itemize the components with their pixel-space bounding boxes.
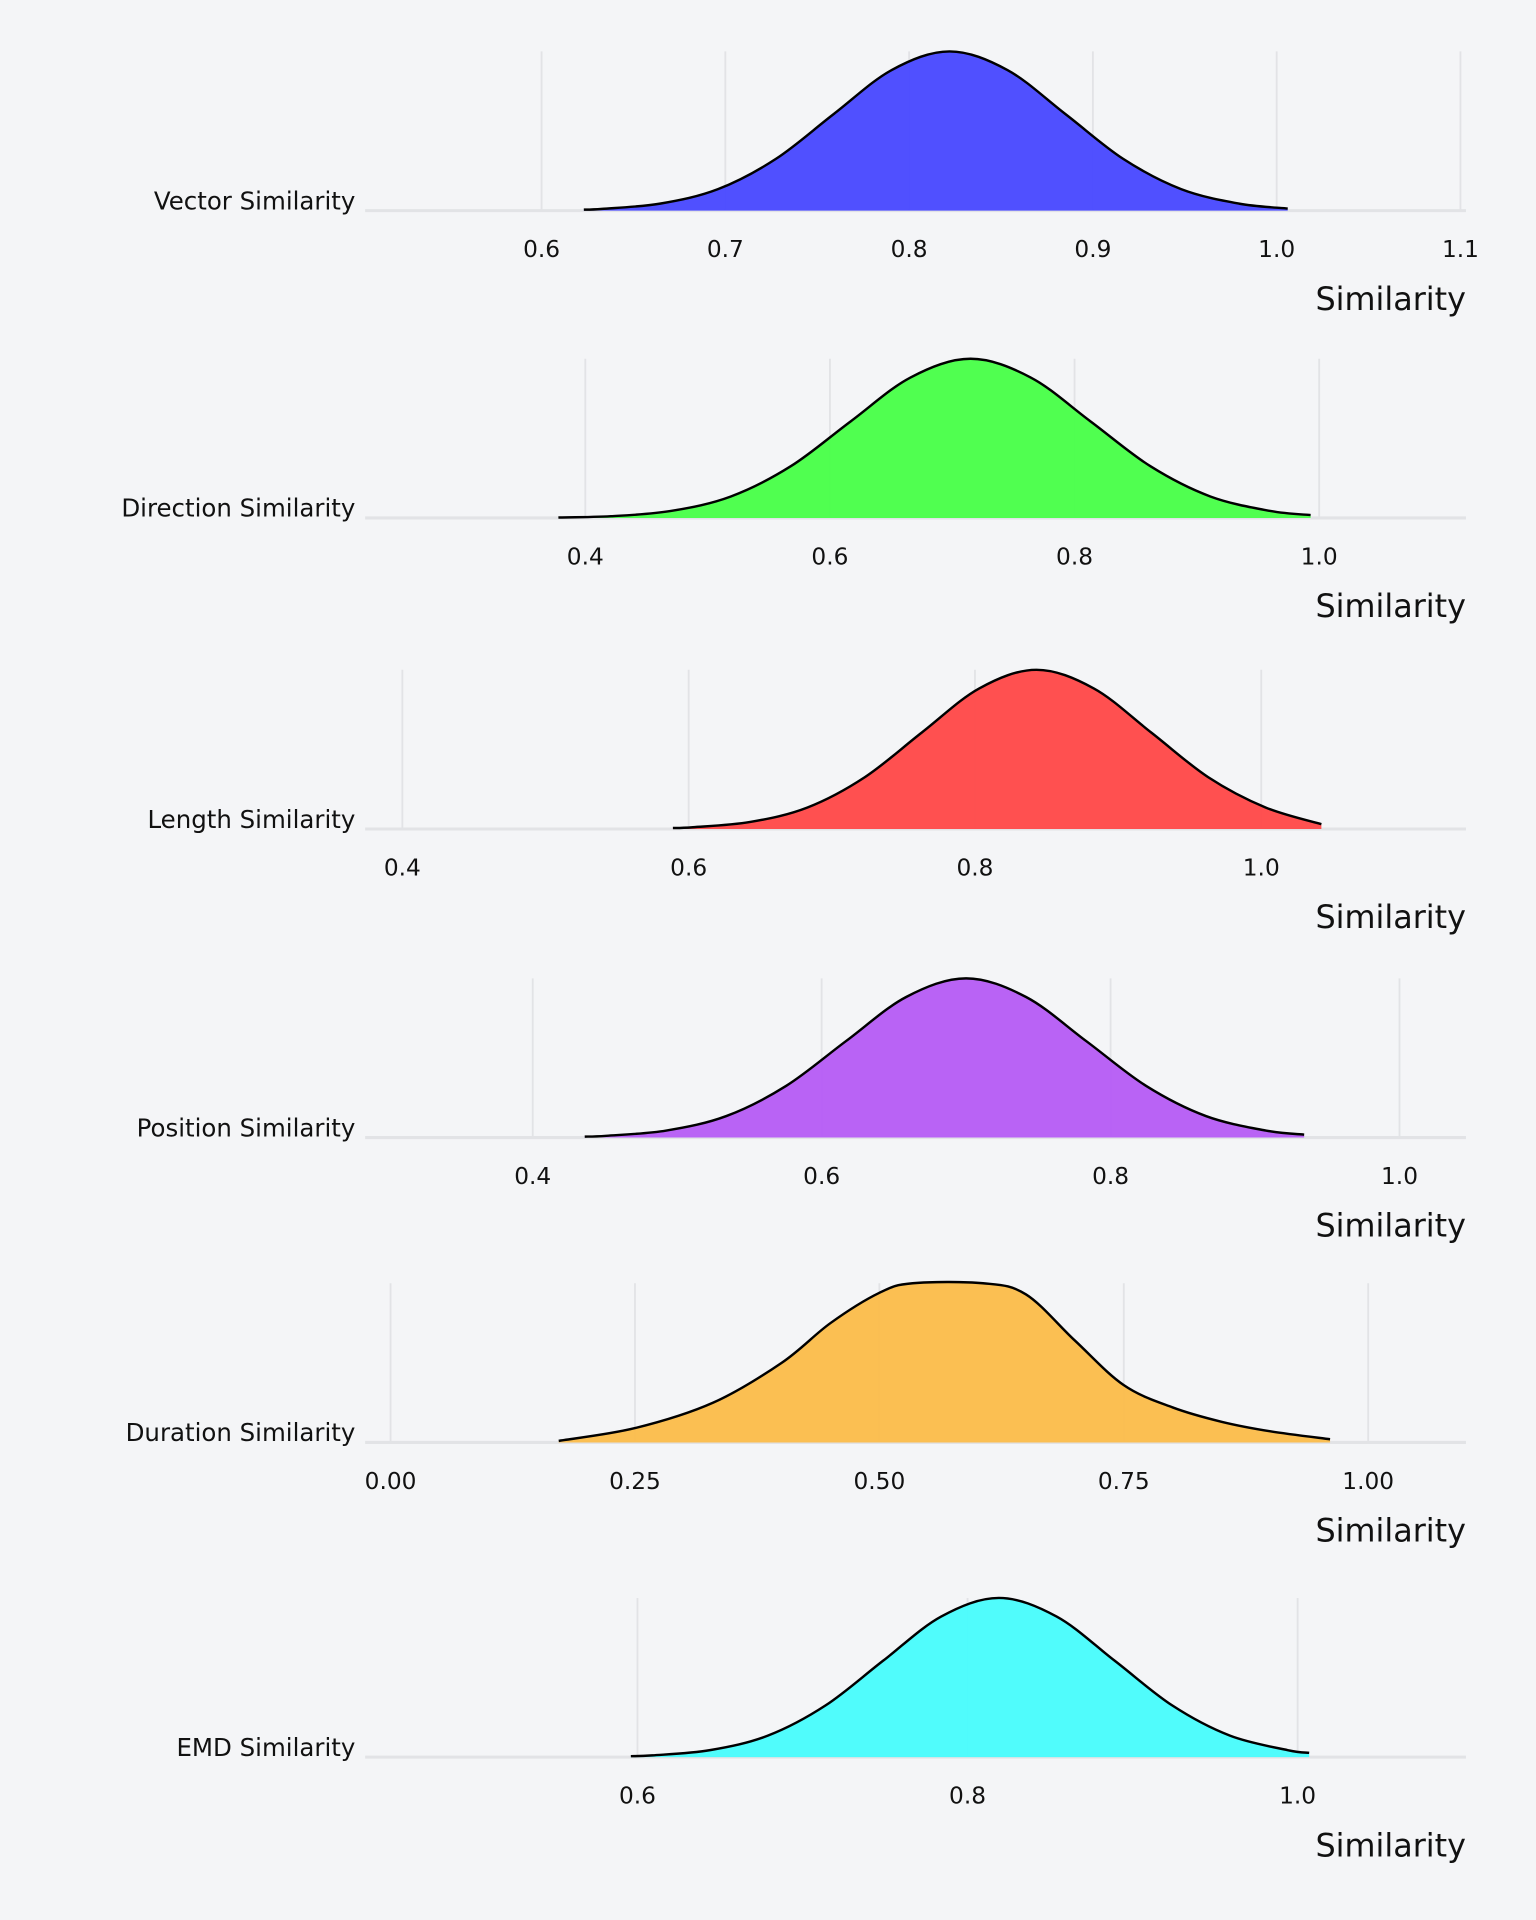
x-tick-label: 0.4 xyxy=(567,543,604,570)
density-line xyxy=(630,1596,1310,1758)
x-tick-label: 1.1 xyxy=(1442,236,1479,263)
density-line xyxy=(558,1280,1331,1443)
x-tick-label: 0.8 xyxy=(891,236,928,263)
density-line xyxy=(584,977,1305,1138)
x-tick-label: 0.8 xyxy=(1092,1163,1129,1190)
y-category-label: Length Similarity xyxy=(147,805,355,834)
y-category-label: Direction Similarity xyxy=(121,494,355,523)
density-area xyxy=(583,51,1288,211)
x-tick-label: 1.00 xyxy=(1342,1468,1394,1495)
density-area xyxy=(672,669,1322,829)
density-line xyxy=(583,50,1288,211)
y-category-label: Position Similarity xyxy=(137,1113,356,1142)
x-tick-label: 0.6 xyxy=(619,1783,656,1810)
x-tick-label: 1.0 xyxy=(1243,855,1280,882)
panel-length-similarity: 0.4 0.6 0.8 1.0 Length Similarity Similarity xyxy=(147,668,1466,936)
x-tick-label: 0.6 xyxy=(811,543,848,570)
x-tick-label: 0.00 xyxy=(365,1468,417,1495)
panel-duration-similarity: 0.00 0.25 0.50 0.75 1.00 Duration Similarity S… xyxy=(126,1280,1466,1550)
x-tick-label: 1.0 xyxy=(1258,236,1295,263)
x-tick-label: 0.50 xyxy=(853,1468,905,1495)
x-tick-label: 0.6 xyxy=(803,1163,840,1190)
x-tick-label: 0.7 xyxy=(707,236,744,263)
x-tick-label: 0.8 xyxy=(956,855,993,882)
panel-position-similarity: 0.4 0.6 0.8 1.0 Position Similarity Similarit… xyxy=(137,977,1466,1245)
x-axis-title: Similarity xyxy=(1315,1826,1465,1864)
density-line xyxy=(672,668,1322,830)
density-area xyxy=(584,978,1305,1138)
x-tick-label: 0.4 xyxy=(514,1163,551,1190)
x-tick-label: 0.9 xyxy=(1074,236,1111,263)
density-area xyxy=(558,1281,1331,1443)
x-axis-title: Similarity xyxy=(1315,280,1465,318)
panel-emd-similarity: 0.6 0.8 1.0 EMD Similarity Similarity xyxy=(176,1596,1466,1864)
density-line xyxy=(558,357,1311,519)
y-category-label: Vector Similarity xyxy=(154,186,355,215)
density-area xyxy=(558,358,1311,518)
x-tick-label: 0.4 xyxy=(384,855,421,882)
x-tick-label: 0.8 xyxy=(949,1783,986,1810)
panel-direction-similarity: 0.4 0.6 0.8 1.0 Direction Similarity Similari… xyxy=(121,357,1466,625)
x-tick-label: 0.6 xyxy=(523,236,560,263)
x-tick-label: 1.0 xyxy=(1301,543,1338,570)
x-tick-label: 0.8 xyxy=(1056,543,1093,570)
x-axis-title: Similarity xyxy=(1315,587,1465,625)
x-tick-label: 1.0 xyxy=(1279,1783,1316,1810)
density-area xyxy=(630,1597,1310,1758)
x-tick-label: 0.6 xyxy=(670,855,707,882)
x-axis-title: Similarity xyxy=(1315,1207,1465,1245)
x-axis-title: Similarity xyxy=(1315,898,1465,936)
x-axis-title: Similarity xyxy=(1315,1512,1465,1550)
x-tick-label: 1.0 xyxy=(1381,1163,1418,1190)
x-tick-label: 0.25 xyxy=(609,1468,661,1495)
y-category-label: Duration Similarity xyxy=(126,1418,356,1447)
x-tick-label: 0.75 xyxy=(1098,1468,1150,1495)
panel-vector-similarity: 0.6 0.7 0.8 0.9 1.0 1.1 Vector Similarity Simil… xyxy=(154,50,1479,318)
y-category-label: EMD Similarity xyxy=(176,1733,355,1762)
